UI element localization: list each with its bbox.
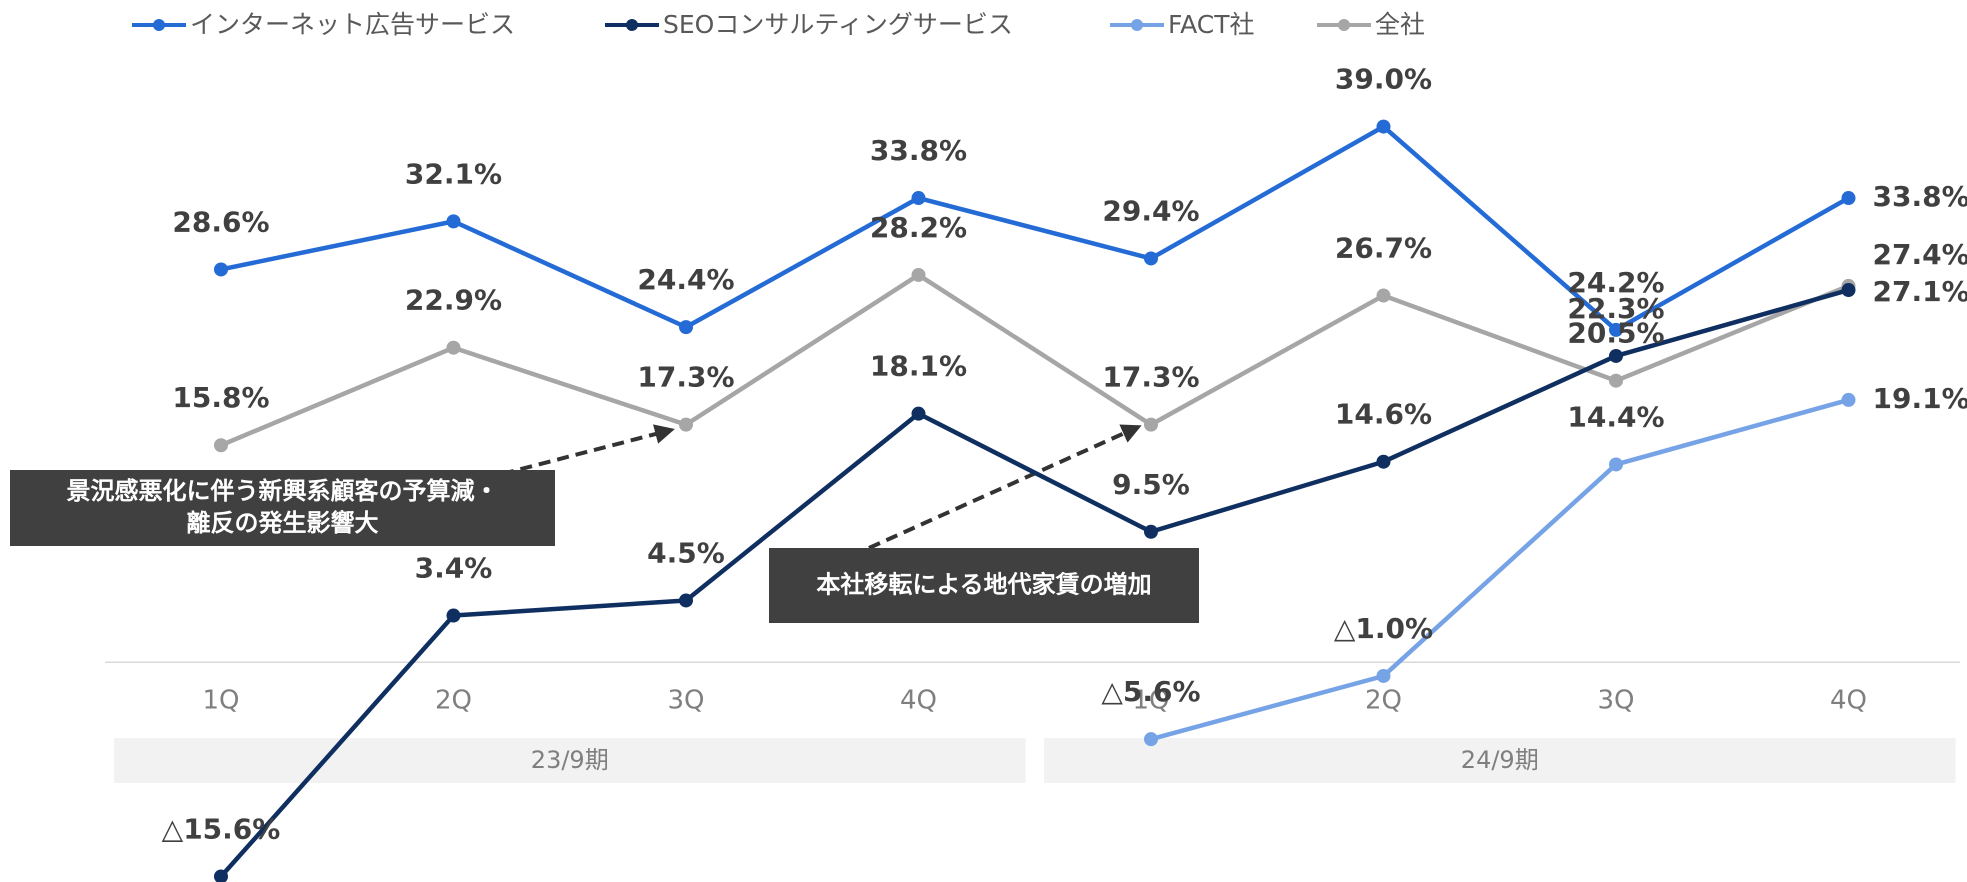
data-label: 24.2%: [1567, 266, 1664, 299]
data-label: 28.2%: [870, 211, 967, 244]
data-label: 28.6%: [172, 205, 269, 238]
annotation-arrow: [868, 424, 1142, 550]
data-label: △15.6%: [162, 813, 281, 846]
series-line: [220, 272, 1850, 448]
legend-marker: [1131, 19, 1143, 31]
group-label: 24/9期: [1461, 746, 1539, 774]
legend-label: インターネット広告サービス: [190, 10, 515, 39]
data-point: [1841, 283, 1856, 298]
legend-marker: [626, 19, 638, 31]
data-point: [679, 593, 693, 608]
legend-marker: [1338, 19, 1350, 31]
data-label: 27.4%: [1873, 238, 1967, 271]
data-point: [446, 214, 461, 229]
data-point: [214, 262, 228, 277]
data-label: 22.3%: [1567, 292, 1664, 325]
group-label: 23/9期: [531, 746, 609, 774]
data-label: 32.1%: [405, 157, 502, 190]
legend-label: FACT社: [1168, 10, 1254, 39]
data-label: 15.8%: [172, 381, 269, 414]
data-point: [1144, 251, 1158, 266]
data-point: [214, 438, 228, 453]
data-label: 33.8%: [1873, 180, 1967, 213]
x-tick-label: 1Q: [1132, 686, 1169, 716]
data-point: [1144, 732, 1158, 747]
data-label: 24.4%: [637, 263, 734, 296]
annotation-box: [769, 548, 1199, 623]
legend-marker: [153, 19, 165, 31]
x-tick-label: 1Q: [202, 686, 239, 716]
data-label: 17.3%: [1102, 361, 1199, 394]
x-tick-label: 3Q: [667, 686, 704, 716]
annotation-arrow: [501, 424, 675, 476]
x-tick-label: 4Q: [900, 686, 937, 716]
data-label: △1.0%: [1334, 612, 1433, 645]
data-label: 39.0%: [1335, 63, 1432, 96]
data-point: [1144, 524, 1158, 539]
data-label: 27.1%: [1873, 275, 1967, 308]
data-point: [911, 406, 926, 421]
data-label: 14.4%: [1567, 400, 1664, 433]
group-band: [114, 738, 1026, 783]
data-point: [446, 608, 461, 623]
data-label: 29.4%: [1102, 194, 1199, 227]
data-point: [1376, 454, 1391, 469]
annotation-text: 景況感悪化に伴う新興系顧客の予算減・: [67, 477, 499, 505]
data-point: [911, 267, 926, 282]
data-label: 18.1%: [870, 350, 967, 383]
data-point: [1841, 191, 1856, 206]
data-point: [1609, 322, 1623, 337]
data-label: △5.6%: [1101, 675, 1200, 708]
x-tick-label: 2Q: [435, 686, 472, 716]
series-line: [219, 287, 1850, 879]
x-tick-label: 2Q: [1365, 686, 1402, 716]
annotation-text: 離反の発生影響大: [187, 509, 379, 537]
data-label: 33.8%: [870, 134, 967, 167]
annotation-box: [10, 470, 555, 546]
series-line: [1150, 397, 1850, 742]
data-label: 19.1%: [1873, 382, 1967, 415]
data-label: 3.4%: [415, 552, 493, 585]
data-point: [446, 340, 461, 355]
annotation-text: 本社移転による地代家賃の増加: [816, 571, 1151, 599]
data-label: 17.3%: [637, 361, 734, 394]
data-label: 26.7%: [1335, 232, 1432, 265]
legend-label: 全社: [1375, 10, 1425, 39]
data-point: [911, 191, 926, 206]
data-point: [1841, 392, 1856, 407]
x-tick-label: 4Q: [1830, 686, 1867, 716]
data-point: [1609, 457, 1623, 472]
data-point: [1376, 119, 1391, 134]
data-label: 14.6%: [1335, 398, 1432, 431]
data-label: 20.5%: [1567, 317, 1664, 350]
data-point: [214, 869, 228, 882]
data-point: [679, 320, 693, 335]
legend-label: SEOコンサルティングサービス: [663, 10, 1013, 39]
data-point: [1376, 668, 1391, 683]
data-point: [679, 417, 693, 432]
data-label: 22.9%: [405, 284, 502, 317]
data-point: [1144, 417, 1158, 432]
series-line: [220, 124, 1850, 333]
data-label: 9.5%: [1112, 468, 1190, 501]
x-tick-label: 3Q: [1597, 686, 1634, 716]
data-point: [1609, 373, 1623, 388]
data-label: 4.5%: [647, 536, 725, 569]
data-point: [1609, 348, 1623, 363]
group-band: [1044, 738, 1956, 783]
data-point: [1376, 288, 1391, 303]
